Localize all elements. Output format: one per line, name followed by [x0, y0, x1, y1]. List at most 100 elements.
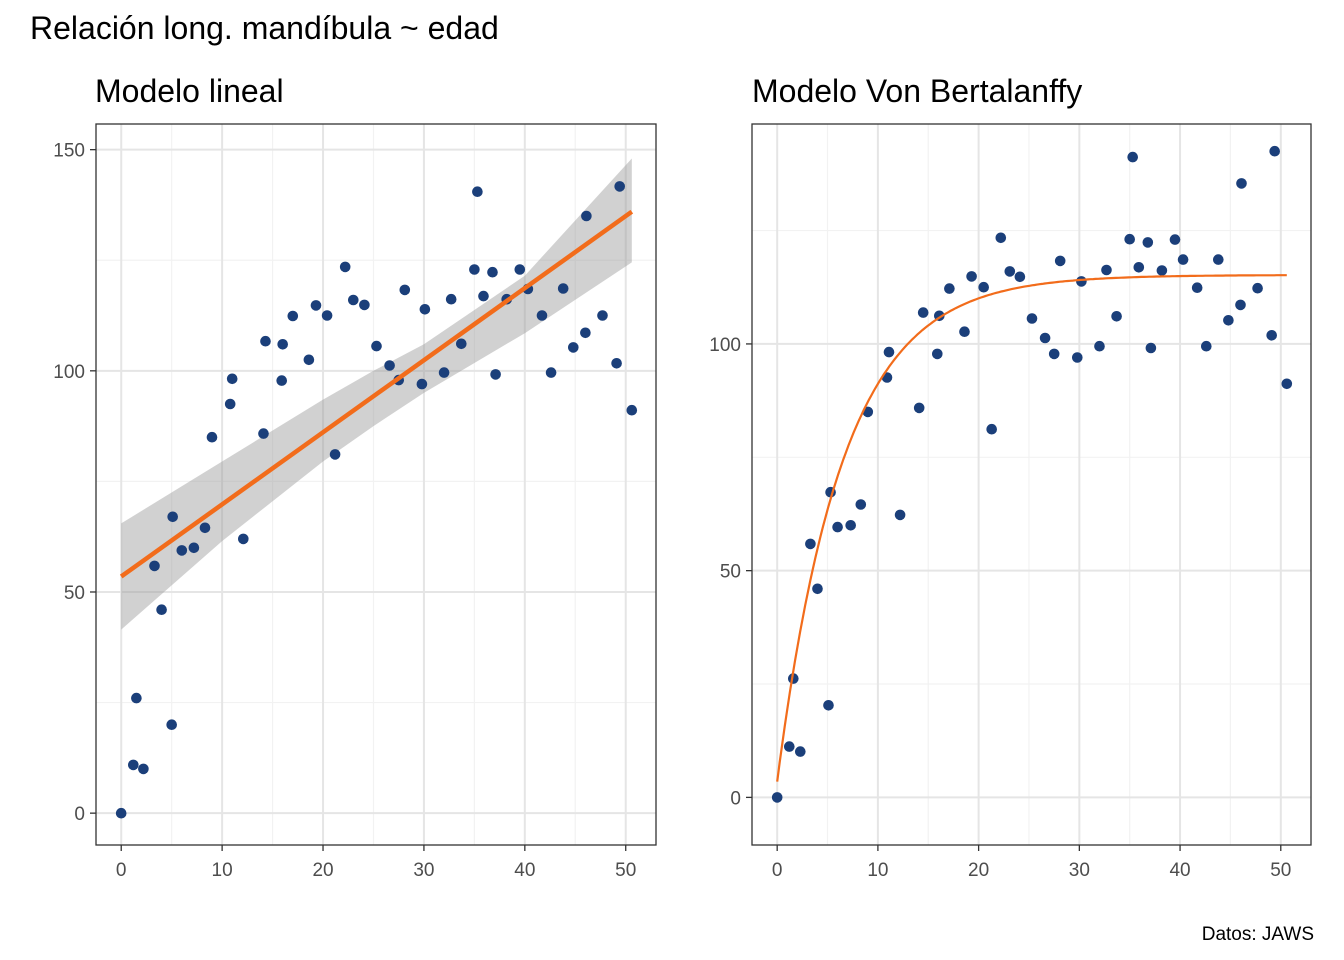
data-point: [321, 310, 333, 321]
data-point: [238, 533, 249, 545]
data-point: [1235, 299, 1246, 311]
data-point: [1145, 342, 1157, 354]
data-point: [932, 348, 943, 360]
x-tick-label: 50: [1270, 860, 1291, 881]
data-point: [845, 520, 856, 531]
data-point: [287, 310, 299, 322]
data-point: [1026, 313, 1038, 324]
data-point: [959, 326, 970, 338]
data-point: [568, 342, 579, 353]
data-point: [557, 283, 569, 294]
panel-background: [752, 124, 1311, 845]
data-point: [258, 428, 269, 439]
data-point: [359, 299, 370, 311]
data-point: [894, 509, 906, 521]
data-point: [1048, 348, 1060, 360]
data-point: [966, 271, 977, 282]
data-point: [995, 232, 1007, 244]
data-point: [626, 404, 638, 416]
panel-linear-model: 0 10 20 30 40 50 0 50 100 150: [53, 123, 657, 881]
data-point: [1014, 271, 1026, 283]
data-point: [303, 354, 315, 366]
data-point: [487, 266, 498, 278]
data-point: [823, 700, 834, 711]
x-tick-label: 0: [772, 860, 783, 881]
fit-line: [776, 274, 1287, 782]
data-point: [581, 210, 592, 222]
data-point: [795, 746, 806, 757]
data-point: [1191, 282, 1203, 294]
x-tick-label: 50: [615, 860, 636, 881]
data-point: [260, 335, 271, 347]
x-tick-label: 10: [867, 860, 888, 881]
data-point: [188, 542, 200, 554]
data-point: [115, 807, 127, 819]
data-point: [1039, 332, 1051, 344]
data-point: [399, 284, 411, 296]
panel-border: [751, 123, 1312, 846]
y-tick-label: 50: [64, 583, 85, 604]
data-point: [226, 373, 238, 385]
data-point: [1101, 264, 1112, 276]
x-tick-label: 0: [116, 860, 127, 881]
data-point: [1269, 145, 1280, 157]
data-point: [416, 378, 428, 390]
data-point: [1266, 330, 1277, 341]
data-point: [614, 181, 625, 192]
data-point: [339, 261, 351, 273]
data-point: [456, 338, 467, 350]
data-point: [419, 304, 431, 315]
data-point: [438, 367, 450, 378]
data-point: [1252, 282, 1263, 294]
x-tick-label: 20: [312, 860, 333, 881]
data-point: [1213, 254, 1224, 265]
data-point: [771, 792, 783, 803]
data-point: [1124, 233, 1135, 245]
data-point: [1127, 151, 1138, 163]
data-point: [469, 264, 480, 275]
x-tick-label: 20: [968, 860, 989, 881]
data-point: [611, 358, 622, 369]
data-point: [944, 283, 955, 294]
data-point: [1142, 237, 1154, 248]
data-point: [812, 583, 823, 595]
data-point: [490, 369, 501, 380]
panel-right-title: Modelo Von Bertalanffy: [752, 73, 1082, 109]
data-point: [176, 545, 188, 556]
data-point: [156, 604, 167, 615]
figure-caption: Datos: JAWS: [1202, 924, 1314, 945]
data-point: [580, 327, 591, 339]
data-point: [1156, 265, 1168, 276]
data-point: [1054, 255, 1066, 267]
x-tick-label: 10: [212, 860, 233, 881]
data-point: [348, 294, 359, 306]
data-point: [784, 741, 795, 752]
x-tick-label: 30: [1069, 860, 1090, 881]
data-point: [199, 522, 211, 534]
data-point: [597, 310, 608, 321]
data-point: [206, 431, 218, 443]
data-point: [545, 367, 557, 378]
data-point: [1201, 340, 1212, 352]
data-point: [472, 186, 483, 197]
data-point: [978, 281, 989, 293]
y-tick-label: 0: [74, 804, 85, 825]
data-point: [1169, 234, 1181, 245]
data-point: [131, 692, 142, 704]
data-point: [277, 339, 289, 350]
data-point: [536, 310, 548, 321]
data-point: [149, 560, 160, 572]
data-point: [514, 264, 526, 275]
panel-background: [96, 124, 656, 845]
y-tick-label: 150: [53, 141, 85, 162]
fit-line: [119, 209, 634, 579]
data-point: [805, 538, 816, 550]
data-point: [855, 499, 867, 510]
data-point: [1223, 315, 1234, 326]
data-point: [1111, 311, 1122, 322]
data-point: [329, 449, 341, 460]
data-point: [384, 360, 395, 371]
data-point: [917, 307, 929, 318]
data-point: [138, 763, 149, 775]
panel-von-bertalanffy-model: 0 10 20 30 40 50 0 50 100: [709, 123, 1312, 881]
